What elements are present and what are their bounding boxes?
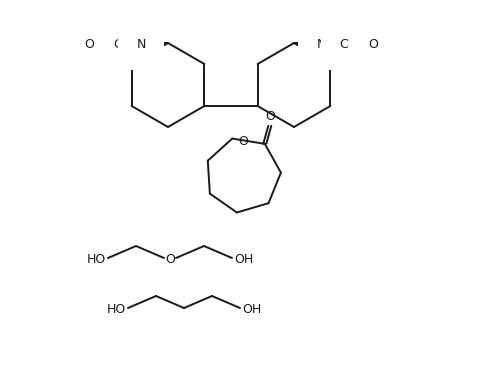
- Text: OH: OH: [242, 303, 261, 316]
- Text: N: N: [317, 38, 326, 51]
- Text: O: O: [368, 38, 378, 51]
- Text: O: O: [165, 253, 175, 266]
- Text: O: O: [84, 38, 94, 51]
- Text: C: C: [113, 38, 122, 51]
- Text: HO: HO: [87, 253, 106, 266]
- Text: O: O: [238, 135, 248, 148]
- Text: N: N: [136, 38, 146, 51]
- Text: OH: OH: [234, 253, 253, 266]
- Text: C: C: [339, 38, 348, 51]
- Text: HO: HO: [107, 303, 126, 316]
- Text: O: O: [265, 110, 275, 123]
